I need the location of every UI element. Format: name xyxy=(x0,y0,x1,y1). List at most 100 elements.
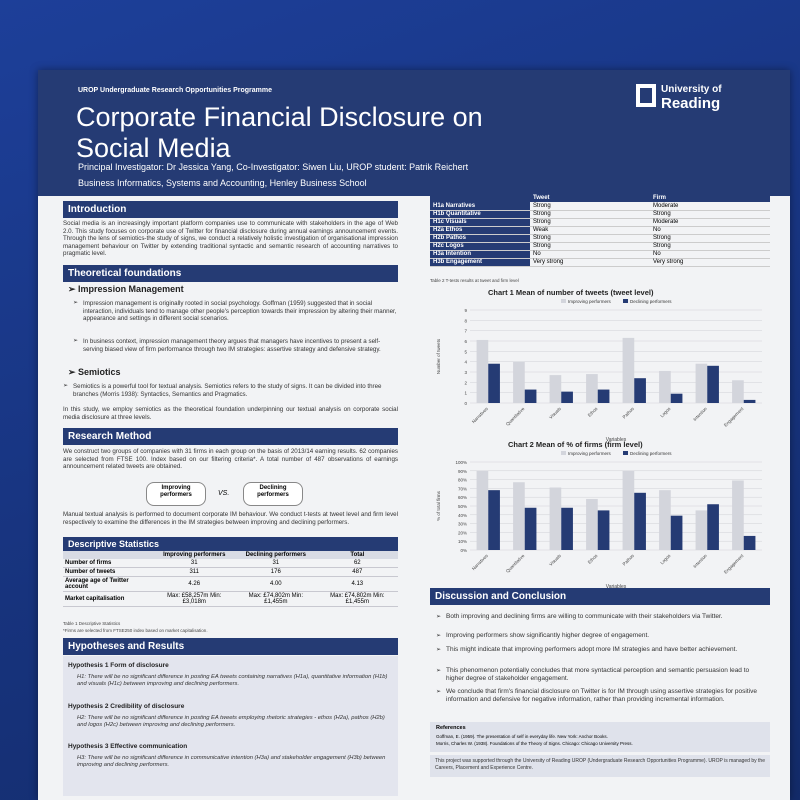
x-axis-label: Variables xyxy=(606,584,627,590)
table-cell: H1a Narratives xyxy=(430,202,530,211)
table-cell: 176 xyxy=(235,567,317,577)
x-tick-label: Visuals xyxy=(548,553,562,567)
x-tick-label: Quantitative xyxy=(505,406,526,427)
y-axis-label: % of total firms xyxy=(436,490,441,521)
hypothesis-1-text: H1: There will be no significant differe… xyxy=(77,674,388,688)
discussion-bullet: This phenomenon potentially concludes th… xyxy=(436,667,768,683)
logo-line-1: University of xyxy=(661,84,722,95)
subheading-semiotics: ➢ Semiotics xyxy=(68,367,121,377)
crest-icon xyxy=(636,84,656,107)
im-heading-label: Impression Management xyxy=(78,284,184,294)
table-row: H2a Ethos Weak No xyxy=(430,226,770,235)
table-row: H1c Visuals Strong Moderate xyxy=(430,218,770,227)
section-heading-method: Research Method xyxy=(63,428,398,445)
semiotics-bullet: Semiotics is a powerful tool for textual… xyxy=(63,383,398,398)
y-axis-label: Number of tweets xyxy=(436,338,441,374)
x-tick-label: Engagement xyxy=(723,553,745,575)
poster-title: Corporate Financial Disclosure on Social… xyxy=(76,102,483,164)
table-header-cell xyxy=(430,194,530,202)
legend-label: Declining performers xyxy=(630,299,672,304)
title-line-2: Social Media xyxy=(76,133,231,163)
bar xyxy=(670,393,683,403)
im-bullet-1: Impression management is originally root… xyxy=(73,300,398,323)
table-cell: H2c Logos xyxy=(430,242,530,251)
table-row: H1a Narratives Strong Moderate xyxy=(430,202,770,211)
school-name: Business Informatics, Systems and Accoun… xyxy=(78,178,367,188)
y-tick-label: 60% xyxy=(458,495,467,500)
bar xyxy=(586,374,598,403)
introduction-text: Social media is an increasingly importan… xyxy=(63,220,398,258)
programme-label: UROP Undergraduate Research Opportunitie… xyxy=(78,87,272,94)
legend-label: Declining performers xyxy=(630,451,672,456)
investigators: Principal Investigator: Dr Jessica Yang,… xyxy=(78,162,469,172)
table-cell: Strong xyxy=(530,242,650,251)
table-row: H2c Logos Strong Strong xyxy=(430,242,770,251)
table-cell: Strong xyxy=(650,242,770,251)
bar xyxy=(513,361,525,403)
y-tick-label: 5 xyxy=(464,349,467,354)
table-cell: Max: £58,257m Min: £3,018m xyxy=(153,591,236,607)
table-cell: 62 xyxy=(316,559,398,568)
im-bullet-2: In business context, impression manageme… xyxy=(73,338,398,353)
reference-1: Goffman, E. (1959). The presentation of … xyxy=(436,734,608,739)
x-tick-label: Ethos xyxy=(587,553,599,565)
table-cell: Strong xyxy=(530,218,650,227)
title-line-1: Corporate Financial Disclosure on xyxy=(76,102,483,132)
descriptive-table-caption: Table 1 Descriptive Statistics xyxy=(63,621,121,626)
y-tick-label: 0 xyxy=(464,401,467,406)
y-tick-label: 100% xyxy=(455,460,467,465)
discussion-bullet: Both improving and declining firms are w… xyxy=(436,613,768,621)
table-cell: Strong xyxy=(650,234,770,243)
table-header-cell: Declining performers xyxy=(235,551,317,559)
section-heading-descriptive: Descriptive Statistics xyxy=(63,537,398,551)
table-cell: 4.26 xyxy=(153,576,236,592)
x-tick-label: Engagement xyxy=(723,406,745,428)
y-tick-label: 20% xyxy=(458,530,467,535)
chart-2-title: Chart 2 Mean of % of firms (firm level) xyxy=(508,440,643,449)
table-cell: H1c Visuals xyxy=(430,218,530,227)
table-cell: Weak xyxy=(530,226,650,235)
table-cell: 311 xyxy=(153,567,236,577)
y-tick-label: 0% xyxy=(460,548,467,553)
bar xyxy=(597,510,610,550)
y-tick-label: 9 xyxy=(464,308,467,313)
table-cell: H1b Quantitative xyxy=(430,210,530,219)
section-heading-introduction: Introduction xyxy=(63,201,398,218)
discussion-bullet: Improving performers show significantly … xyxy=(436,632,768,640)
bar xyxy=(732,380,744,403)
discussion-bullet: This might indicate that improving perfo… xyxy=(436,646,768,654)
results-table-caption: Table 2 T-tests results at tweet and fir… xyxy=(430,278,519,283)
bar xyxy=(743,399,756,403)
y-tick-label: 70% xyxy=(458,486,467,491)
section-heading-theory: Theoretical foundations xyxy=(63,265,398,282)
bar xyxy=(561,391,573,403)
table-cell: 31 xyxy=(235,559,317,568)
bar xyxy=(659,370,671,403)
y-tick-label: 90% xyxy=(458,469,467,474)
table-cell: Very strong xyxy=(530,258,650,267)
bar xyxy=(524,507,537,550)
y-tick-label: 40% xyxy=(458,513,467,518)
table-cell: Market capitalisation xyxy=(63,591,154,607)
table-row: Number of tweets 311 176 487 xyxy=(63,567,398,577)
legend-swatch xyxy=(623,451,628,455)
table-cell: Strong xyxy=(530,202,650,211)
legend-swatch xyxy=(623,299,628,303)
table-cell: H3a Intention xyxy=(430,250,530,259)
semiotics-text: In this study, we employ semiotics as th… xyxy=(63,406,398,421)
x-tick-label: Pathos xyxy=(622,553,636,567)
bar xyxy=(549,375,562,403)
table-row: Market capitalisation Max: £58,257m Min:… xyxy=(63,591,398,607)
table-cell: Strong xyxy=(530,234,650,243)
chart-1-title: Chart 1 Mean of number of tweets (tweet … xyxy=(488,288,654,297)
reference-2: Morris, Charles W. (1938). Foundations o… xyxy=(436,741,633,746)
table-cell: H2a Ethos xyxy=(430,226,530,235)
bar xyxy=(707,365,719,403)
x-tick-label: Logos xyxy=(659,553,672,566)
y-tick-label: 10% xyxy=(458,539,467,544)
legend-swatch xyxy=(561,299,566,303)
hypothesis-3-title: Hypothesis 3 Effective communication xyxy=(68,743,188,750)
chart-2: 0% 10% 20% 30% 40% 50% 60% 70% 80% 90% 100% % of to… xyxy=(436,451,762,590)
x-tick-label: Logos xyxy=(659,406,672,419)
table-row: Number of firms 31 31 62 xyxy=(63,559,398,568)
